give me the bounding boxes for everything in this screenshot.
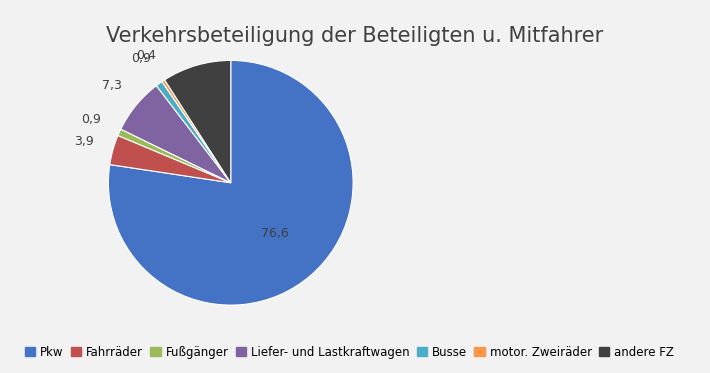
Wedge shape <box>165 60 231 183</box>
Legend: Pkw, Fahrräder, Fußgänger, Liefer- und Lastkraftwagen, Busse, motor. Zweiräder, : Pkw, Fahrräder, Fußgänger, Liefer- und L… <box>20 341 679 363</box>
Text: 7,3: 7,3 <box>102 79 122 93</box>
Wedge shape <box>162 80 231 183</box>
Text: 0,9: 0,9 <box>82 113 102 126</box>
Text: Verkehrsbeteiligung der Beteiligten u. Mitfahrer: Verkehrsbeteiligung der Beteiligten u. M… <box>106 26 604 46</box>
Text: 0,9: 0,9 <box>131 52 151 65</box>
Wedge shape <box>118 129 231 183</box>
Wedge shape <box>109 60 353 305</box>
Text: 76,6: 76,6 <box>261 227 288 240</box>
Text: 3,9: 3,9 <box>74 135 93 148</box>
Text: 0,4: 0,4 <box>136 49 156 62</box>
Wedge shape <box>110 135 231 183</box>
Wedge shape <box>121 86 231 183</box>
Wedge shape <box>156 82 231 183</box>
